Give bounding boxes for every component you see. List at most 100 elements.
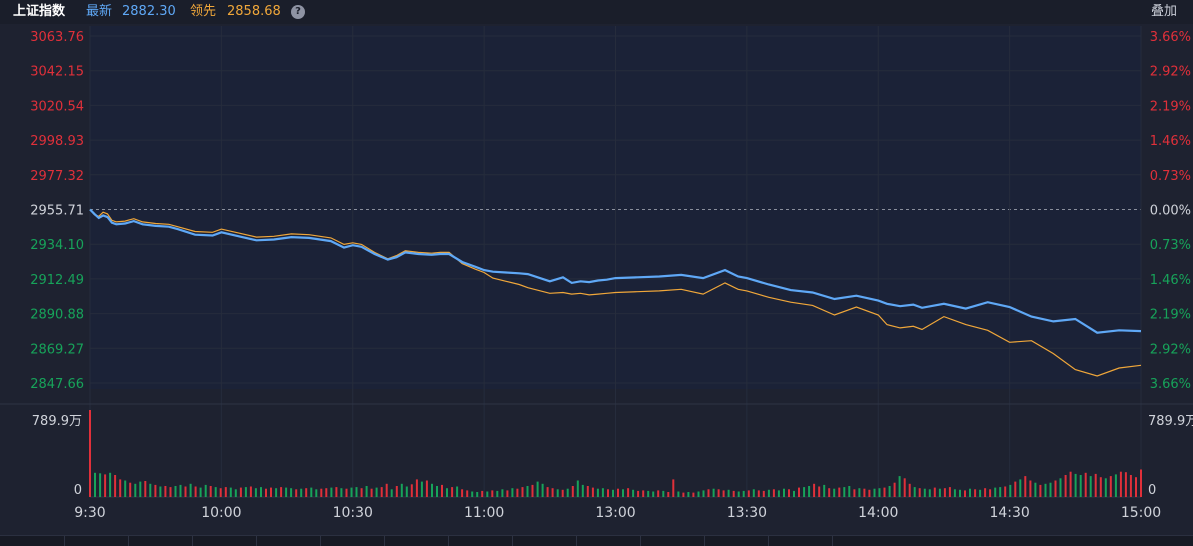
volume-bar: [229, 487, 232, 497]
grid: [0, 26, 1193, 498]
volume-bar: [591, 487, 594, 497]
volume-bar: [969, 488, 971, 497]
y-tick-right: 0.73%: [1150, 238, 1191, 253]
volume-bar: [536, 481, 539, 497]
volume-bar: [918, 488, 921, 497]
volume-bar: [486, 491, 489, 497]
volume-bar: [415, 479, 418, 497]
volume-bar: [707, 489, 710, 497]
toolbar-divider: [384, 536, 385, 546]
y-tick-left: 2998.93: [30, 134, 84, 149]
y-tick-right: 2.19%: [1150, 308, 1191, 323]
volume-bar: [1114, 474, 1117, 497]
volume-bar: [1109, 476, 1112, 497]
volume-bar: [496, 490, 499, 497]
y-tick-right: 1.46%: [1150, 273, 1191, 288]
x-tick: 10:00: [201, 505, 241, 521]
y-tick-right: 3.66%: [1150, 377, 1191, 392]
volume-bar: [813, 483, 816, 497]
volume-bar: [943, 488, 946, 497]
volume-bar: [144, 481, 147, 497]
volume-bar: [184, 486, 187, 497]
volume-bar: [89, 410, 91, 497]
volume-bar: [596, 488, 599, 497]
volume-bar: [692, 492, 695, 497]
volume-bar: [320, 488, 323, 497]
toolbar-divider: [448, 536, 449, 546]
volume-bar: [712, 488, 715, 497]
volume-bar: [687, 492, 690, 497]
leader-value: 2858.68: [227, 4, 281, 19]
volume-min-left: 0: [74, 483, 82, 498]
volume-bar: [652, 491, 655, 497]
volume-bar: [300, 488, 303, 497]
toolbar-divider: [768, 536, 769, 546]
volume-bar: [566, 488, 569, 497]
volume-bar: [1004, 486, 1007, 497]
volume-bar: [742, 490, 745, 497]
volume-bar: [209, 486, 212, 497]
volume-bar: [265, 488, 267, 497]
volume-bar: [254, 488, 257, 497]
volume-max-left: 789.9万: [32, 414, 82, 429]
volume-bar: [441, 484, 443, 497]
volume-bar: [194, 486, 197, 497]
toolbar-divider: [576, 536, 577, 546]
volume-bar: [405, 486, 408, 497]
volume-bar: [114, 475, 117, 497]
volume-bar: [244, 487, 247, 497]
question-circle-icon[interactable]: ?: [291, 5, 305, 19]
volume-bar: [642, 490, 645, 497]
volume-bar: [1094, 473, 1097, 497]
overlay-button[interactable]: 叠加: [1150, 4, 1177, 19]
volume-bar: [99, 473, 102, 497]
y-axis-right: 3.66% 2.92% 2.19% 1.46% 0.73% 0.00% 0.73% 1.46%…: [1150, 30, 1191, 392]
volume-bar: [104, 474, 107, 497]
volume-bar: [1014, 481, 1017, 497]
volume-bar: [370, 488, 373, 497]
volume-bar: [491, 490, 494, 497]
volume-bar: [788, 489, 790, 497]
volume-bar: [974, 489, 977, 497]
x-tick: 10:30: [333, 505, 373, 521]
volume-bar: [270, 487, 272, 497]
volume-bar: [129, 482, 132, 497]
volume-bar: [350, 487, 353, 497]
volume-bar: [164, 486, 167, 497]
toolbar-divider: [128, 536, 129, 546]
volume-bar: [436, 486, 438, 497]
y-tick-left: 2934.10: [30, 238, 84, 253]
volume-bar: [476, 492, 479, 497]
volume-bar: [617, 488, 619, 497]
volume-bar: [607, 489, 609, 497]
volume-bar: [451, 487, 454, 497]
volume-bar: [345, 488, 348, 497]
volume-bar: [395, 486, 398, 497]
volume-bar: [1079, 475, 1082, 497]
volume-bar: [179, 484, 182, 497]
volume-bar: [174, 486, 177, 497]
volume-bar: [752, 489, 755, 497]
x-tick: 11:00: [464, 505, 504, 521]
volume-bar: [295, 489, 298, 497]
volume-bar: [189, 483, 192, 497]
volume-bar: [697, 491, 700, 497]
volume-bar: [526, 486, 529, 497]
volume-bar: [767, 489, 770, 497]
volume-bar: [330, 487, 333, 497]
volume-bar: [948, 487, 951, 497]
volume-bar: [702, 490, 705, 497]
volume-bar: [199, 487, 202, 497]
volume-bar: [783, 488, 785, 497]
volume-bar: [682, 492, 685, 497]
volume-bar: [843, 487, 846, 497]
volume-bar: [410, 484, 413, 497]
volume-bar: [169, 487, 172, 497]
volume-bar: [1039, 484, 1042, 497]
volume-bar: [461, 489, 464, 497]
volume-bar: [853, 489, 856, 497]
volume-bar: [365, 486, 368, 497]
volume-bar: [149, 483, 152, 497]
y-tick-left: 2890.88: [30, 308, 84, 323]
volume-bar: [1084, 472, 1087, 497]
